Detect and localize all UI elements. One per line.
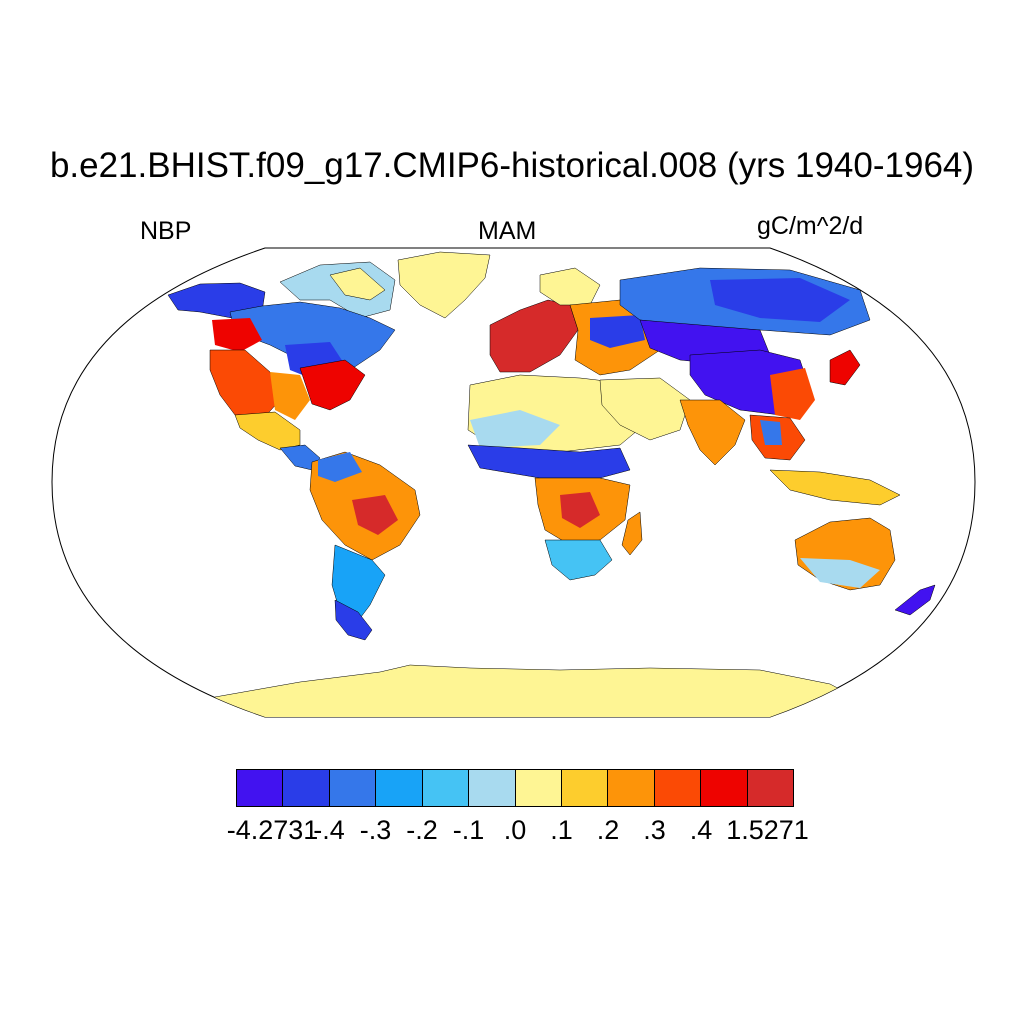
region-southern-south-america (331, 544, 386, 626)
region-southeast-asia-blue (760, 420, 782, 445)
colorbar-swatch (747, 770, 794, 806)
region-india (679, 399, 746, 466)
region-central-usa (270, 372, 310, 420)
units-label: gC/m^2/d (757, 212, 864, 240)
region-japan (829, 349, 861, 386)
colorbar-tick-label: -.4 (313, 815, 345, 845)
colorbar-swatch (654, 770, 702, 806)
region-central-africa-red (560, 492, 600, 528)
region-patagonia (334, 599, 373, 641)
colorbar-tick-label: .1 (550, 815, 573, 845)
colorbar-tick-label: .2 (596, 815, 620, 845)
colorbar-swatch (561, 770, 609, 806)
variable-label: NBP (140, 217, 192, 245)
colorbar-tick-label: -4.2731 (226, 815, 319, 845)
region-amazon-north (318, 452, 362, 482)
colorbar-swatch (376, 770, 423, 806)
region-antarctica (214, 664, 861, 717)
colorbar-tick-label: .4 (689, 815, 713, 845)
region-amazon-red (352, 495, 398, 535)
region-arctic-canada-islands (329, 267, 386, 301)
region-greenland (397, 251, 491, 319)
region-ukraine-blue (590, 315, 645, 348)
region-eastern-usa (299, 359, 366, 411)
colorbar-tick-label: -.1 (452, 815, 485, 845)
region-north-africa-light (470, 410, 560, 448)
region-canada-red (212, 318, 262, 352)
colorbar-tick-label: -.3 (359, 815, 392, 845)
region-australia-south (800, 558, 880, 588)
colorbar-swatch (515, 770, 562, 806)
region-arabia (599, 377, 691, 441)
region-madagascar (621, 511, 643, 556)
colorbar-tick-label: .0 (503, 815, 527, 845)
colorbar-swatch (283, 770, 330, 806)
region-new-zealand (894, 584, 936, 616)
region-southern-africa (544, 539, 613, 581)
map-title: b.e21.BHIST.f09_g17.CMIP6-historical.008… (49, 146, 975, 185)
colorbar-swatch (237, 770, 284, 806)
region-sahel (467, 444, 631, 479)
region-siberia-dark (710, 278, 850, 322)
colorbar (236, 769, 794, 807)
season-label: MAM (478, 217, 537, 245)
colorbar-swatch (701, 770, 748, 806)
region-canada-band (229, 301, 396, 376)
region-western-europe (489, 299, 579, 373)
region-indonesia (769, 469, 901, 506)
colorbar-tick-label: -.2 (406, 815, 438, 845)
colorbar-tick-label: 1.5271 (726, 815, 809, 845)
colorbar-tick-label: .3 (643, 815, 666, 845)
colorbar-swatch (608, 770, 655, 806)
colorbar-swatch (469, 770, 516, 806)
colorbar-swatch (329, 770, 377, 806)
colorbar-swatch (422, 770, 470, 806)
region-china-east (770, 368, 815, 420)
